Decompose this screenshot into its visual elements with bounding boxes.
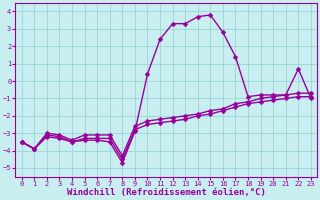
- X-axis label: Windchill (Refroidissement éolien,°C): Windchill (Refroidissement éolien,°C): [67, 188, 266, 197]
